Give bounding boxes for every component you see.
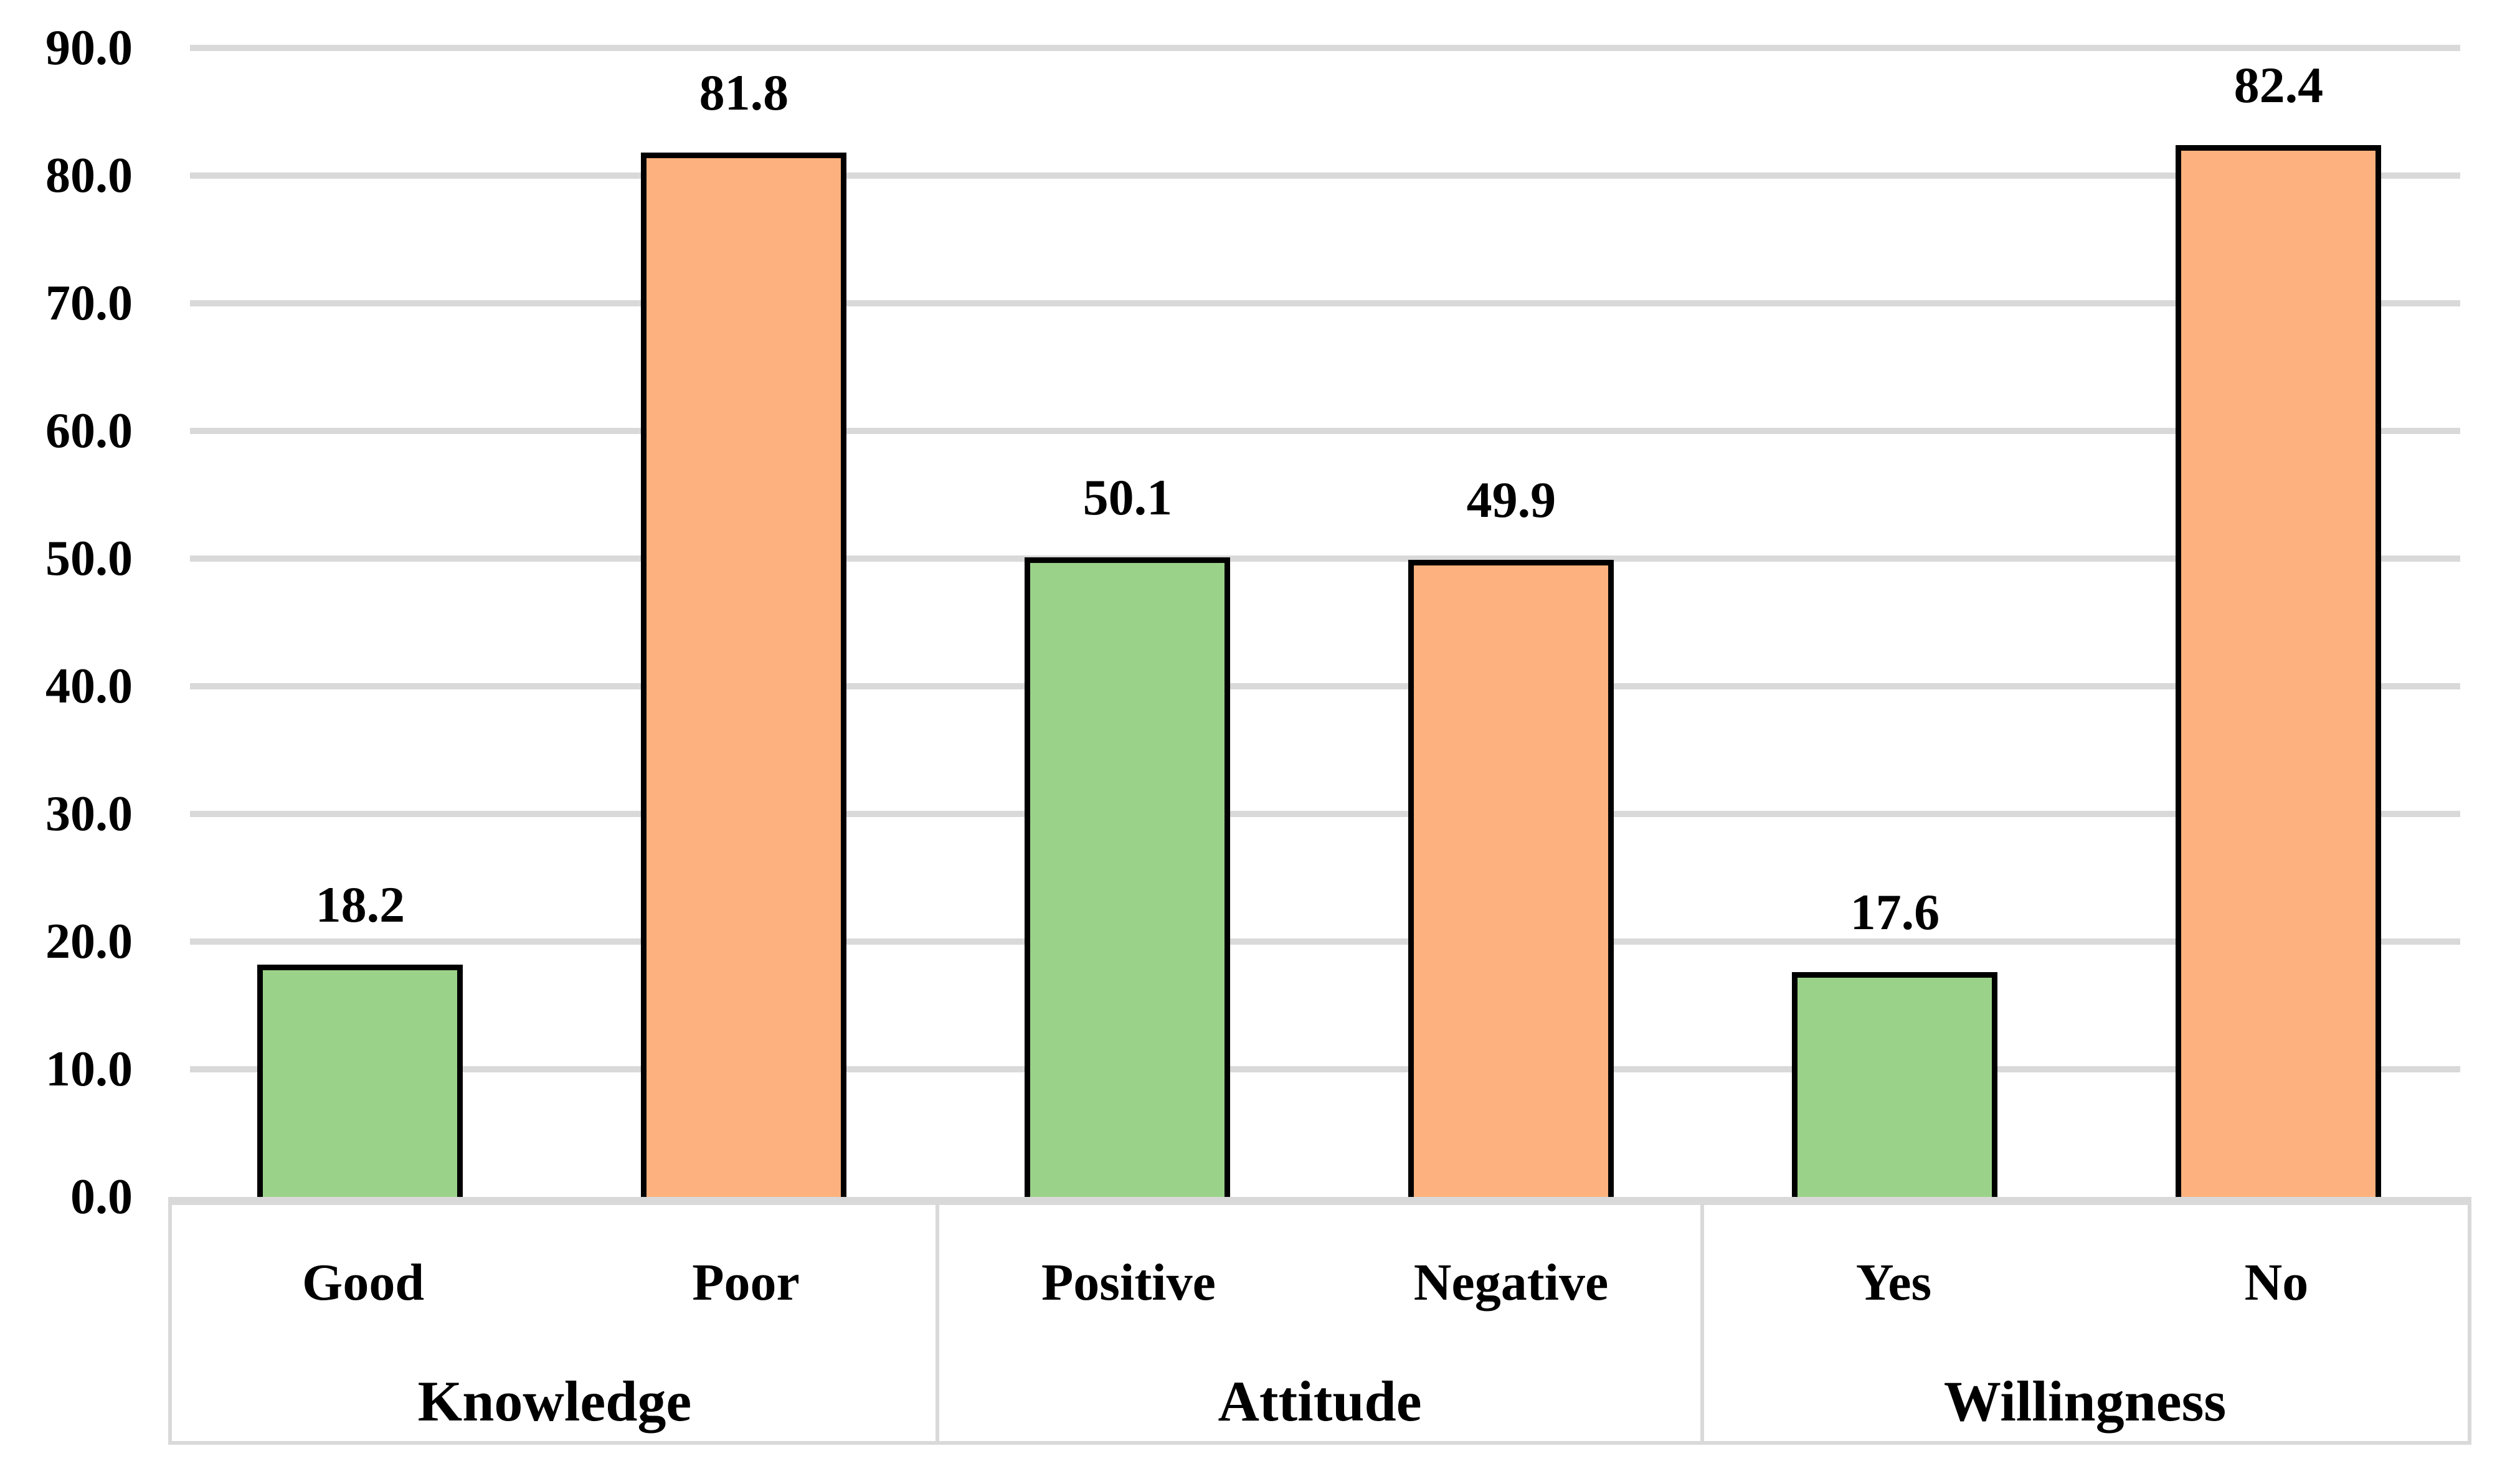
y-tick-label: 20.0 — [45, 914, 133, 969]
group-label-knowledge: Knowledge — [417, 1369, 692, 1433]
y-tick-label: 80.0 — [45, 148, 133, 203]
value-label-yes: 17.6 — [1850, 884, 1940, 941]
value-label-negative: 49.9 — [1466, 471, 1556, 529]
y-tick-label: 50.0 — [45, 531, 133, 586]
y-tick-label: 70.0 — [45, 276, 133, 331]
category-label-poor: Poor — [692, 1254, 800, 1311]
group-divider — [935, 1205, 939, 1441]
value-label-poor: 81.8 — [699, 64, 789, 121]
y-tick-label: 0.0 — [70, 1170, 133, 1224]
gridline — [190, 300, 2460, 306]
category-label-good: Good — [302, 1254, 425, 1311]
gridline — [190, 811, 2460, 817]
group-label-row: Knowledge Attitude Willingness — [172, 1361, 2468, 1441]
group-divider — [1700, 1205, 1705, 1441]
x-axis-band: Good Poor Positive Negative Yes No Knowledge A… — [168, 1197, 2471, 1445]
gridline — [190, 555, 2460, 562]
y-tick-label: 60.0 — [45, 404, 133, 458]
bar-positive — [1025, 557, 1231, 1197]
gridline — [190, 1066, 2460, 1072]
group-label-attitude: Attitude — [1218, 1369, 1422, 1433]
value-label-positive: 50.1 — [1082, 468, 1173, 526]
group-label-willingness: Willingness — [1943, 1369, 2227, 1433]
category-label-negative: Negative — [1413, 1254, 1609, 1311]
gridline — [190, 428, 2460, 434]
y-tick-label: 30.0 — [45, 787, 133, 841]
gridline — [190, 683, 2460, 689]
y-axis: 90.0 80.0 70.0 60.0 50.0 40.0 30.0 20.0 10.0 0.0 — [0, 23, 133, 1222]
bar-good — [257, 964, 463, 1197]
category-label-row: Good Poor Positive Negative Yes No — [172, 1205, 2468, 1361]
y-tick-label: 40.0 — [45, 659, 133, 714]
value-label-no: 82.4 — [2233, 56, 2324, 113]
gridline — [190, 45, 2460, 51]
bar-yes — [1792, 972, 1998, 1197]
plot-area: 18.2 81.8 50.1 49.9 17.6 82.4 — [190, 45, 2460, 1197]
category-label-positive: Positive — [1041, 1254, 1216, 1311]
category-label-yes: Yes — [1855, 1254, 1932, 1311]
value-label-good: 18.2 — [315, 876, 405, 933]
category-label-no: No — [2244, 1254, 2309, 1311]
y-tick-label: 90.0 — [45, 21, 133, 75]
y-tick-label: 10.0 — [45, 1042, 133, 1097]
gridline — [190, 173, 2460, 179]
gridline — [190, 938, 2460, 945]
bar-poor — [641, 153, 847, 1197]
bar-negative — [1408, 560, 1614, 1197]
bar-no — [2176, 144, 2382, 1197]
